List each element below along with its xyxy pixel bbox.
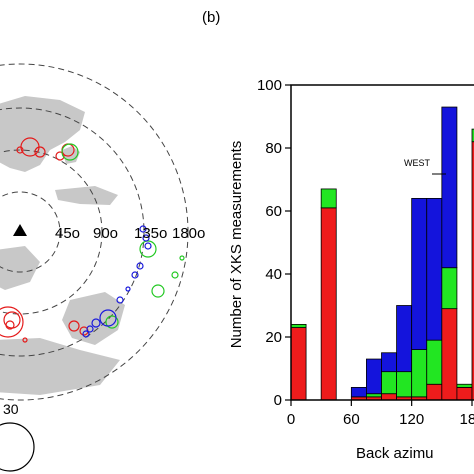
bar-series0-bin9 — [426, 383, 443, 401]
y-tick-label-80: 80 — [265, 140, 282, 157]
bar-series1-bin10 — [441, 267, 458, 310]
histogram-chart: 0 20 40 60 80 100 0 60 120 180 Number of XKS mea… — [228, 77, 474, 462]
station-marker — [13, 224, 27, 236]
y-tick-label-60: 60 — [265, 203, 282, 220]
y-axis: 0 20 40 60 80 100 — [257, 77, 291, 409]
y-axis-label: Number of XKS measurements — [228, 141, 245, 349]
y-tick-label-100: 100 — [257, 77, 282, 94]
bar-series1-bin2 — [320, 188, 337, 209]
bars-group — [290, 106, 474, 401]
y-tick-label-40: 40 — [265, 266, 282, 283]
bar-series2-bin4 — [350, 386, 367, 398]
bar-series0-bin10 — [441, 308, 458, 401]
ring-label-180: 180o — [172, 225, 205, 242]
x-tick-label-120: 120 — [399, 411, 424, 428]
x-tick-label-60: 60 — [343, 411, 360, 428]
bar-series0-bin6 — [381, 393, 397, 401]
bar-series1-bin6 — [381, 371, 397, 395]
land-south-america — [62, 292, 125, 345]
legend-circle — [0, 422, 35, 472]
bar-series2-bin9 — [426, 197, 443, 341]
ring-label-90: 90o — [93, 225, 118, 242]
ring-45 — [0, 191, 61, 273]
ring-90 — [0, 149, 103, 315]
annotation-west: WEST — [404, 158, 431, 168]
land-australia — [0, 246, 40, 290]
bar-series1-bin5 — [366, 393, 382, 398]
x-axis: 0 60 120 180 — [287, 400, 474, 428]
bar-series1-bin11 — [456, 383, 473, 388]
bar-series2-bin10 — [441, 106, 458, 269]
bar-series2-bin6 — [381, 352, 397, 373]
ring-label-45: 45o — [55, 225, 80, 242]
land-antarctica — [0, 338, 120, 395]
bar-series2-bin7 — [396, 305, 413, 373]
x-axis-label: Back azimu — [356, 445, 434, 462]
ring-label-135: 135o — [134, 225, 167, 242]
x-tick-label-180: 180 — [459, 411, 474, 428]
y-tick-label-0: 0 — [274, 392, 282, 409]
legend-value: 30 — [3, 401, 19, 417]
land-asia — [0, 96, 85, 172]
panel-label: (b) — [202, 9, 220, 26]
bar-series2-bin5 — [366, 358, 382, 395]
bar-series0-bin12 — [471, 141, 474, 401]
x-tick-label-0: 0 — [287, 411, 295, 428]
ring-180 — [0, 63, 189, 401]
y-tick-label-20: 20 — [265, 329, 282, 346]
bar-series0-bin0 — [290, 327, 307, 401]
map-panel: 45o 90o 135o 180o 30 — [0, 57, 205, 472]
events-blue — [82, 225, 152, 338]
bar-series1-bin0 — [290, 323, 307, 328]
bar-series0-bin11 — [456, 386, 473, 401]
bar-series1-bin12 — [471, 128, 474, 143]
bar-series1-bin9 — [426, 339, 443, 385]
bar-series1-bin7 — [396, 371, 413, 398]
events-green — [61, 143, 185, 329]
land-indonesia — [55, 186, 118, 205]
plot-frame — [290, 84, 474, 401]
bar-series2-bin8 — [411, 197, 428, 350]
bar-series1-bin8 — [411, 349, 428, 398]
bar-series0-bin2 — [320, 207, 337, 401]
